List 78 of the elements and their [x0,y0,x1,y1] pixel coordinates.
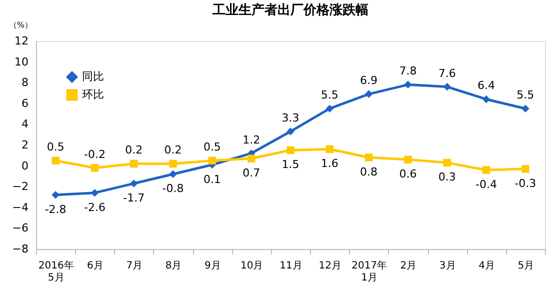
point [443,158,451,167]
y-axis-title: （%） [8,20,32,30]
data-label: 0.2 [125,144,143,157]
y-tick-label: 12 [14,34,28,48]
point [364,90,373,98]
legend-label: 环比 [82,88,104,101]
point [90,188,99,197]
x-tick-label: 2月 [400,260,417,272]
data-label: 0.8 [360,165,378,178]
point [522,104,530,112]
x-tick-label: 2016年 5月 [38,260,74,284]
point [522,165,530,173]
data-label: 1.6 [320,157,338,170]
x-tick-label: 3月 [439,260,456,272]
y-tick-label: −8 [12,242,28,256]
data-label: 0.2 [164,144,182,157]
point [52,156,60,164]
point [286,146,294,154]
data-label: 7.6 [438,66,456,80]
data-label: 1.5 [282,158,300,172]
data-label: -0.8 [162,182,184,196]
data-label: 1.2 [242,133,260,146]
data-label: 6.9 [360,74,378,88]
y-tick-label: −4 [12,200,28,214]
data-label: 0.7 [242,166,260,180]
data-label: 0.5 [203,140,221,154]
x-tick-label: 2017年 1月 [352,260,388,284]
point [364,154,373,162]
y-tick-label: 0 [22,159,28,172]
legend-label: 同比 [82,70,104,83]
point [482,166,490,174]
point [404,80,412,89]
chart-title: 工业生产者出厂价格涨跌幅 [212,2,368,18]
y-tick-label: −2 [12,180,28,194]
data-label: 7.8 [399,64,417,78]
x-tick-label: 6月 [87,260,104,272]
data-label: 0.6 [399,168,417,181]
x-tick-label: 4月 [478,260,495,272]
y-tick-label: 4 [22,118,28,131]
data-label: 5.5 [320,88,338,102]
data-label: 5.5 [516,88,534,102]
x-tick-label: 10月 [240,260,264,272]
point [286,128,294,136]
data-label: -0.3 [514,176,536,190]
y-tick-label: 10 [14,55,28,68]
x-tick-label: 11月 [280,260,302,272]
data-label: 6.4 [478,79,496,92]
y-tick-label: 6 [22,96,28,110]
point [326,104,334,112]
point [130,160,138,168]
point [169,170,177,178]
data-label: 0.1 [203,172,221,186]
point [52,191,60,199]
data-label: -0.4 [476,178,498,191]
data-label: 3.3 [282,111,300,124]
point [169,160,177,168]
point [130,180,138,188]
data-label: 0.3 [438,170,456,184]
point [404,156,412,164]
data-label: -2.6 [84,200,106,214]
x-tick-label: 5月 [518,260,534,272]
data-label: -0.2 [84,148,106,161]
x-tick-label: 12月 [318,260,342,272]
data-label: -2.8 [44,202,66,216]
point [90,164,99,172]
point [482,95,490,104]
y-tick-label: −6 [12,222,28,235]
y-tick-label: 8 [22,76,28,90]
data-label: -1.7 [123,191,145,204]
x-tick-label: 9月 [204,260,221,272]
data-label: 0.5 [46,140,64,154]
point [443,82,451,91]
point [247,154,256,162]
y-tick-label: 2 [22,138,28,152]
x-tick-label: 7月 [126,260,143,272]
x-tick-label: 8月 [165,260,182,272]
point [208,156,216,164]
point [326,145,334,154]
